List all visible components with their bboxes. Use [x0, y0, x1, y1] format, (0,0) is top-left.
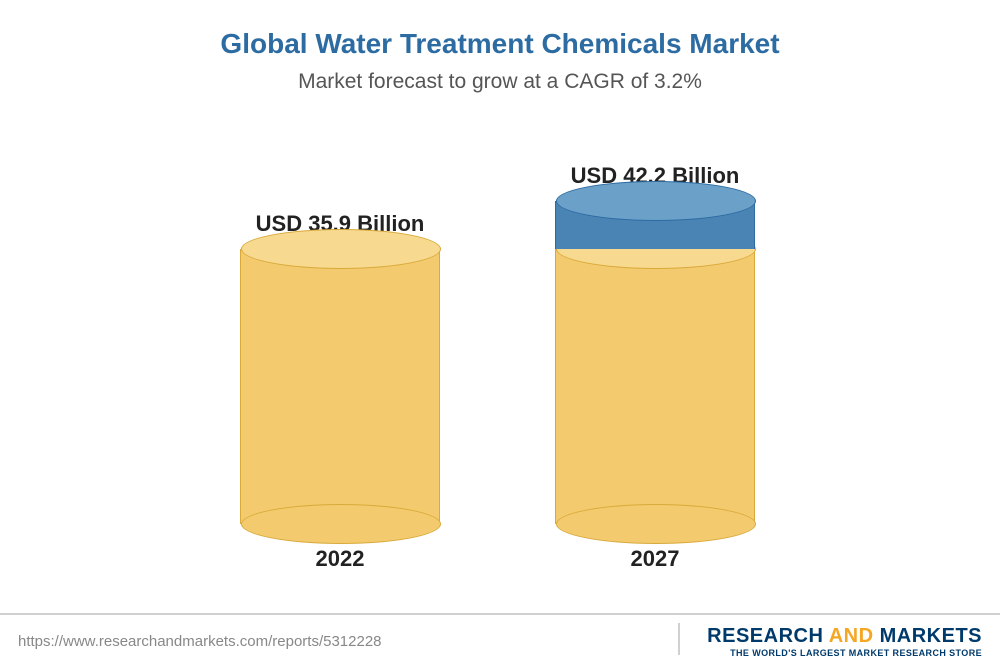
cylinder-segment	[240, 249, 440, 524]
footer: https://www.researchandmarkets.com/repor…	[0, 613, 1000, 667]
logo-part2: AND	[823, 625, 879, 647]
year-label: 2022	[240, 546, 440, 572]
cylinder-body	[555, 201, 755, 524]
source-url: https://www.researchandmarkets.com/repor…	[18, 633, 382, 650]
chart-subtitle: Market forecast to grow at a CAGR of 3.2…	[0, 70, 1000, 94]
cylinder-segment	[555, 249, 755, 524]
footer-divider	[678, 623, 680, 655]
cylinder-top-ellipse	[556, 181, 756, 221]
cylinder-bottom-ellipse	[241, 504, 441, 544]
cylinder-top-ellipse	[241, 229, 441, 269]
logo-tagline: THE WORLD'S LARGEST MARKET RESEARCH STOR…	[707, 648, 982, 658]
cylinder-2022: USD 35.9 Billion2022	[240, 211, 440, 564]
logo-part3: MARKETS	[880, 625, 982, 647]
cylinder-bottom-ellipse	[556, 504, 756, 544]
brand-logo: RESEARCH AND MARKETS THE WORLD'S LARGEST…	[707, 625, 982, 658]
year-label: 2027	[555, 546, 755, 572]
cylinder-body	[240, 249, 440, 524]
logo-text: RESEARCH AND MARKETS	[707, 625, 982, 648]
cylinder-segment	[555, 201, 755, 249]
logo-part1: RESEARCH	[707, 625, 823, 647]
cylinder-2027: USD 42.2 Billion2027	[555, 163, 755, 564]
chart-title: Global Water Treatment Chemicals Market	[0, 0, 1000, 60]
chart-area: USD 35.9 Billion2022 USD 42.2 Billion2027	[0, 144, 1000, 564]
